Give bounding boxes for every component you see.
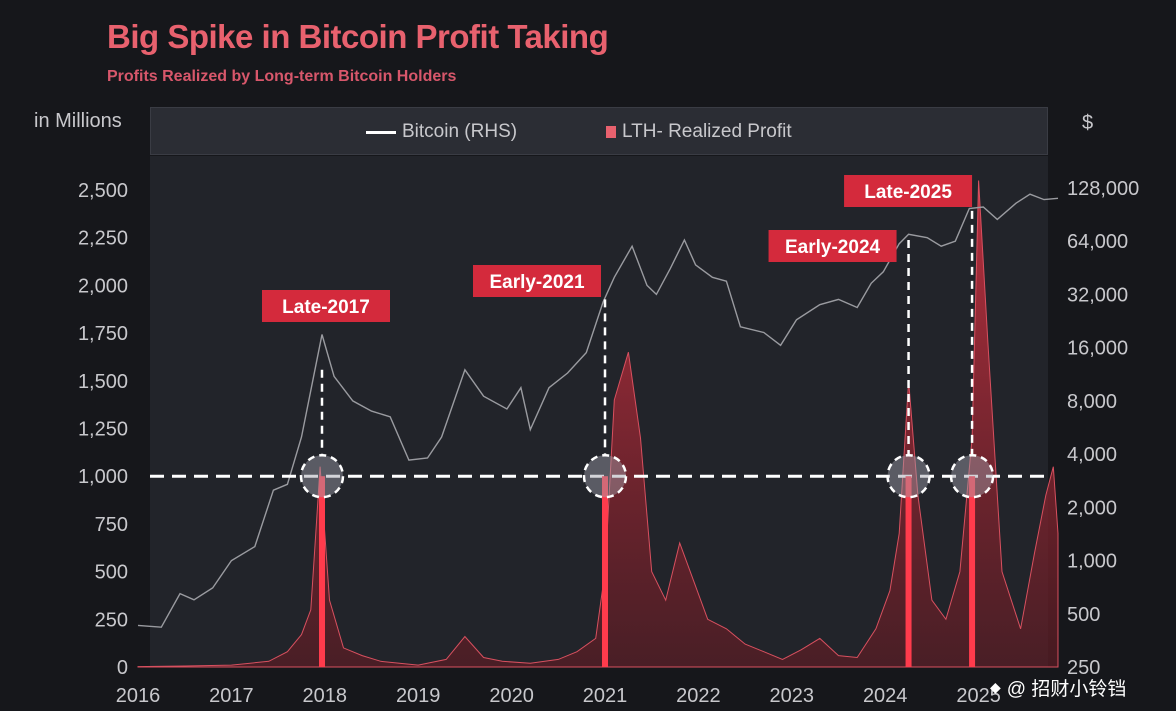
profit-area-layer: [137, 180, 1059, 668]
intersection-circle: [886, 453, 931, 499]
right-tick-label: 1,000: [1067, 551, 1117, 573]
legend-label-bitcoin: Bitcoin (RHS): [402, 121, 518, 142]
right-tick-label: 128,000: [1067, 178, 1139, 200]
left-tick-label: 0: [117, 657, 128, 679]
intersection-circle: [949, 453, 995, 499]
x-tick-label: 2025: [956, 685, 1001, 707]
x-tick-label: 2024: [863, 685, 908, 707]
callout-label: Early-2024: [785, 237, 881, 258]
x-tick-label: 2020: [489, 685, 534, 707]
intersection-circle: [582, 453, 628, 499]
left-tick-labels: 0 250 500 750 1,000 1,250 1,500 1,750 2,000 2,250…: [78, 180, 128, 679]
chart-subtitle: Profits Realized by Long-term Bitcoin Ho…: [107, 68, 457, 85]
legend-line-swatch: [366, 130, 396, 134]
watermark-text: @ 招财小铃铛: [1006, 679, 1127, 700]
x-tick-labels: 2016 2017 2018 2019 2020 2021 2022 2023 2024 2025: [116, 685, 1001, 707]
profit-area: [137, 180, 1059, 668]
left-tick-label: 1,250: [78, 419, 128, 441]
left-tick-label: 2,250: [78, 228, 128, 250]
callout-label: Late-2025: [864, 182, 952, 203]
right-tick-label: 32,000: [1067, 284, 1128, 306]
x-tick-label: 2023: [770, 685, 815, 707]
x-tick-label: 2021: [583, 685, 628, 707]
left-axis-unit: in Millions: [34, 110, 122, 132]
intersection-circle: [299, 453, 345, 499]
right-tick-label: 8,000: [1067, 391, 1117, 413]
right-tick-label: 250: [1067, 657, 1100, 679]
left-tick-label: 750: [95, 514, 128, 536]
callout-label: Late-2017: [282, 297, 370, 318]
left-tick-label: 1,000: [78, 466, 128, 488]
legend-item-profit: LTH- Realized Profit: [606, 121, 792, 143]
price-line-layer: [137, 193, 1059, 628]
right-tick-label: 4,000: [1067, 444, 1117, 466]
right-tick-label: 64,000: [1067, 231, 1128, 253]
right-tick-label: 500: [1067, 604, 1100, 626]
chart-title: Big Spike in Bitcoin Profit Taking: [107, 18, 609, 55]
left-tick-label: 2,500: [78, 180, 128, 202]
watermark: ◆ @ 招财小铃铛: [990, 674, 1126, 701]
spike-bar: [602, 476, 608, 667]
callout-box: [844, 175, 973, 207]
left-tick-label: 1,750: [78, 323, 128, 345]
x-tick-label: 2019: [396, 685, 441, 707]
spike-bar: [969, 476, 976, 667]
x-tick-label: 2016: [116, 685, 161, 707]
left-tick-label: 500: [95, 562, 128, 584]
binance-logo-icon: ◆: [990, 679, 1001, 695]
callout-box: [473, 265, 601, 297]
x-tick-label: 2017: [209, 685, 254, 707]
legend-label-profit: LTH- Realized Profit: [622, 121, 792, 142]
x-tick-label: 2018: [303, 685, 348, 707]
legend-square-swatch: [606, 126, 616, 138]
left-tick-label: 1,500: [78, 371, 128, 393]
right-tick-label: 2,000: [1067, 497, 1117, 519]
bitcoin-price-line: [137, 193, 1059, 628]
callout-label: Early-2021: [489, 272, 585, 293]
right-tick-label: 16,000: [1067, 338, 1128, 360]
legend: Bitcoin (RHS) LTH- Realized Profit: [150, 107, 1048, 155]
right-axis-unit: $: [1082, 112, 1094, 134]
callout-box: [261, 290, 390, 322]
spike-bar: [905, 476, 912, 667]
x-tick-label: 2022: [676, 685, 721, 707]
left-tick-label: 250: [95, 609, 128, 631]
legend-item-bitcoin: Bitcoin (RHS): [366, 121, 517, 143]
callout-layer: Late-2017 Early-2021 Early-2024 Late-2025: [150, 175, 1048, 667]
callout-box: [768, 230, 897, 262]
spike-bar: [318, 476, 325, 667]
left-tick-label: 2,000: [78, 275, 128, 297]
right-tick-labels: 250 500 1,000 2,000 4,000 8,000 16,000 32,000 64…: [1067, 178, 1139, 679]
